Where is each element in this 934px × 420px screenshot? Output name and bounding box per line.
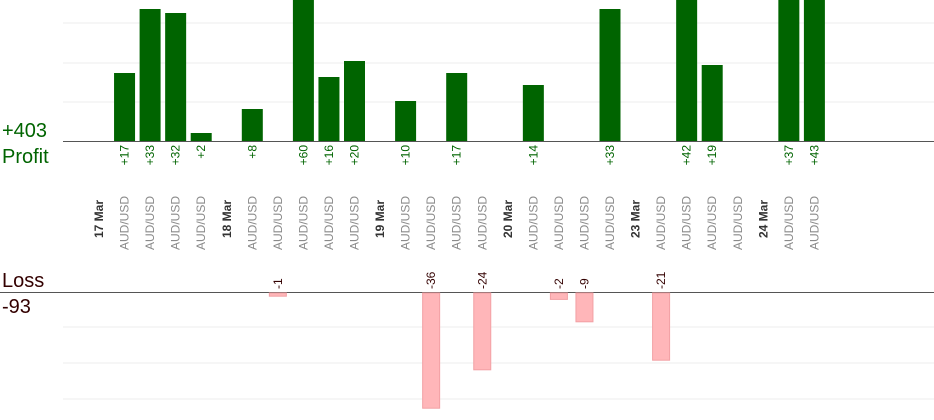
pair-label: AUD/USD (143, 196, 157, 250)
pair-label: AUD/USD (807, 196, 821, 250)
loss-value-label: -24 (475, 271, 489, 289)
loss-value-label: -1 (271, 278, 285, 289)
loss-bar (652, 292, 671, 361)
loss-value-label: -2 (552, 278, 566, 289)
profit-bar (778, 0, 800, 141)
pair-label: AUD/USD (169, 196, 183, 250)
loss-value-label: -9 (577, 278, 591, 289)
profit-value-label: +32 (169, 145, 183, 166)
date-label: 24 Mar (756, 200, 770, 238)
date-label: 20 Mar (501, 200, 515, 238)
profit-label: Profit (2, 146, 49, 168)
pair-label: AUD/USD (399, 196, 413, 250)
pair-label: AUD/USD (271, 196, 285, 250)
pair-label: AUD/USD (782, 196, 796, 250)
pair-label: AUD/USD (322, 196, 336, 250)
labels: 17 Mar AUD/USD +17 AUD/USD +33 AUD/USD +32 AUD/… (92, 145, 821, 289)
profit-bar (318, 77, 340, 141)
pair-label: AUD/USD (450, 196, 464, 250)
profit-value-label: +33 (603, 145, 617, 166)
profit-value-label: +43 (807, 145, 821, 166)
gridlines (0, 22, 934, 400)
profit-value-label: +2 (194, 145, 208, 159)
pair-label: AUD/USD (654, 196, 668, 250)
pair-label: AUD/USD (577, 196, 591, 250)
profit-bar (190, 133, 212, 141)
pair-label: AUD/USD (705, 196, 719, 250)
profit-bar (395, 101, 417, 141)
profit-value-label: +14 (526, 145, 540, 166)
pair-label: AUD/USD (680, 196, 694, 250)
date-label: 23 Mar (629, 200, 643, 238)
pair-label: AUD/USD (348, 196, 362, 250)
profit-value-label: +37 (782, 145, 796, 166)
loss-bar (473, 292, 492, 371)
profit-value-label: +17 (118, 145, 132, 166)
pair-label: AUD/USD (552, 196, 566, 250)
profit-bar (139, 9, 161, 141)
profit-value-label: +33 (143, 145, 157, 166)
loss-bar (575, 292, 594, 323)
profit-value-label: +19 (705, 145, 719, 166)
pair-label: AUD/USD (296, 196, 310, 250)
bars (114, 0, 825, 409)
loss-total: -93 (2, 296, 31, 318)
profit-bar (676, 0, 698, 141)
loss-label: Loss (2, 270, 44, 292)
loss-value-label: -36 (424, 271, 438, 289)
date-label: 18 Mar (220, 200, 234, 238)
profit-bar (599, 9, 621, 141)
profit-bar (344, 61, 365, 141)
loss-bar (422, 292, 441, 409)
profit-value-label: +60 (296, 145, 310, 166)
profit-bar (114, 73, 136, 141)
date-label: 17 Mar (92, 200, 106, 238)
pair-label: AUD/USD (118, 196, 132, 250)
pair-label: AUD/USD (475, 196, 489, 250)
date-label: 19 Mar (373, 200, 387, 238)
profit-bar (446, 73, 468, 141)
loss-value-label: -21 (654, 271, 668, 289)
profit-bar (241, 109, 263, 141)
profit-total: +403 (2, 120, 47, 142)
profit-bar (522, 85, 544, 141)
pair-label: AUD/USD (424, 196, 438, 250)
profit-value-label: +42 (680, 145, 694, 166)
pair-label: AUD/USD (245, 196, 259, 250)
pair-label: AUD/USD (194, 196, 208, 250)
profit-bar (165, 13, 187, 141)
loss-bar (549, 292, 568, 300)
profit-bar (803, 0, 825, 141)
loss-bar (268, 292, 287, 297)
profit-value-label: +8 (245, 145, 259, 159)
profit-value-label: +17 (450, 145, 464, 166)
profit-value-label: +16 (322, 145, 336, 166)
pair-label: AUD/USD (603, 196, 617, 250)
pair-label: AUD/USD (526, 196, 540, 250)
profit-bar (701, 65, 723, 141)
profit-bar (292, 0, 314, 141)
profit-value-label: +10 (399, 145, 413, 166)
pair-label: AUD/USD (731, 196, 745, 250)
profit-value-label: +20 (348, 145, 362, 166)
